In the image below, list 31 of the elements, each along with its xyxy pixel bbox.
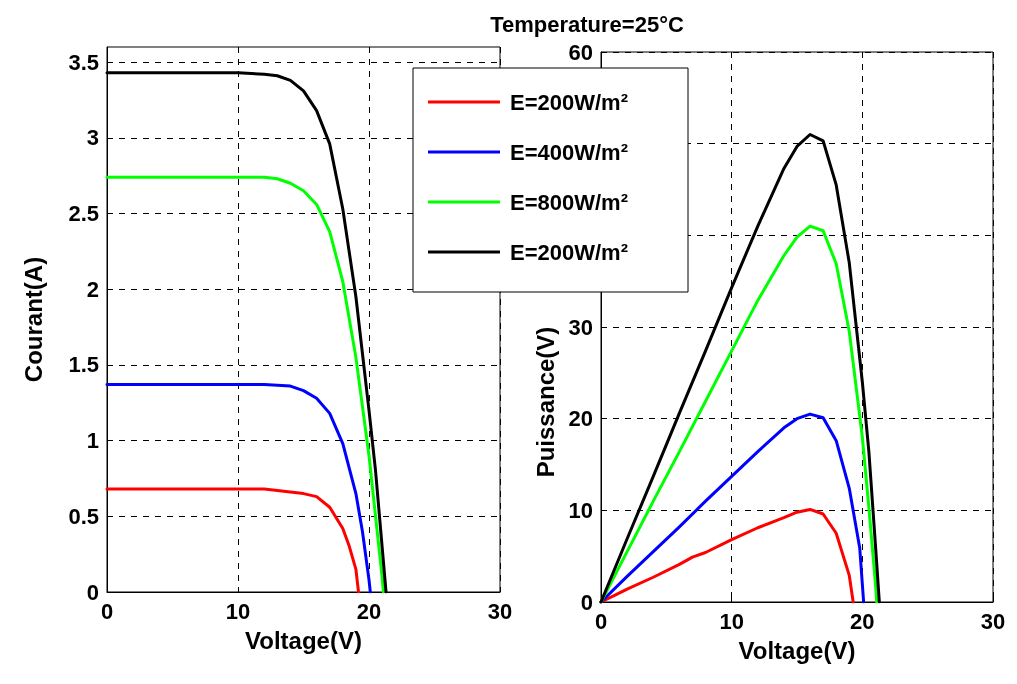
x-tick-label: 10: [225, 598, 251, 624]
y-tick-label: 1.5: [68, 352, 99, 378]
y-tick-label: 0.5: [68, 503, 99, 529]
y-tick-label: 2.5: [68, 201, 99, 227]
x-axis-title: Voltage(V): [738, 636, 856, 664]
line-series: [105, 175, 385, 594]
y-axis-title: Puissance(V): [532, 326, 560, 478]
y-tick-label: 30: [568, 314, 593, 340]
x-axis-title: Voltage(V): [245, 626, 362, 654]
x-tick-label: 30: [487, 598, 513, 624]
y-tick-label: 10: [568, 497, 593, 523]
y-axis-title: Courant(A): [19, 256, 47, 383]
x-tick-label: 10: [719, 608, 744, 634]
line-series: [599, 412, 866, 604]
legend-label: E=400W/m²: [510, 139, 628, 165]
x-tick-label: 30: [980, 608, 1006, 634]
legend-label: E=200W/m²: [510, 239, 628, 265]
x-tick-label: 20: [850, 608, 875, 634]
legend-label: E=200W/m²: [510, 89, 628, 115]
legend-label: E=800W/m²: [510, 189, 628, 215]
y-tick-label: 20: [568, 406, 593, 432]
chart-title: Temperature=25°C: [490, 11, 684, 37]
y-tick-label: 1: [86, 428, 99, 454]
y-tick-label: 0: [86, 579, 99, 605]
y-tick-label: 3.5: [68, 49, 99, 75]
x-tick-label: 20: [356, 598, 382, 624]
y-tick-label: 2: [86, 276, 99, 302]
y-tick-label: 3: [86, 125, 99, 151]
line-series: [105, 383, 372, 594]
y-tick-label: 60: [568, 39, 593, 65]
line-series: [105, 487, 361, 594]
